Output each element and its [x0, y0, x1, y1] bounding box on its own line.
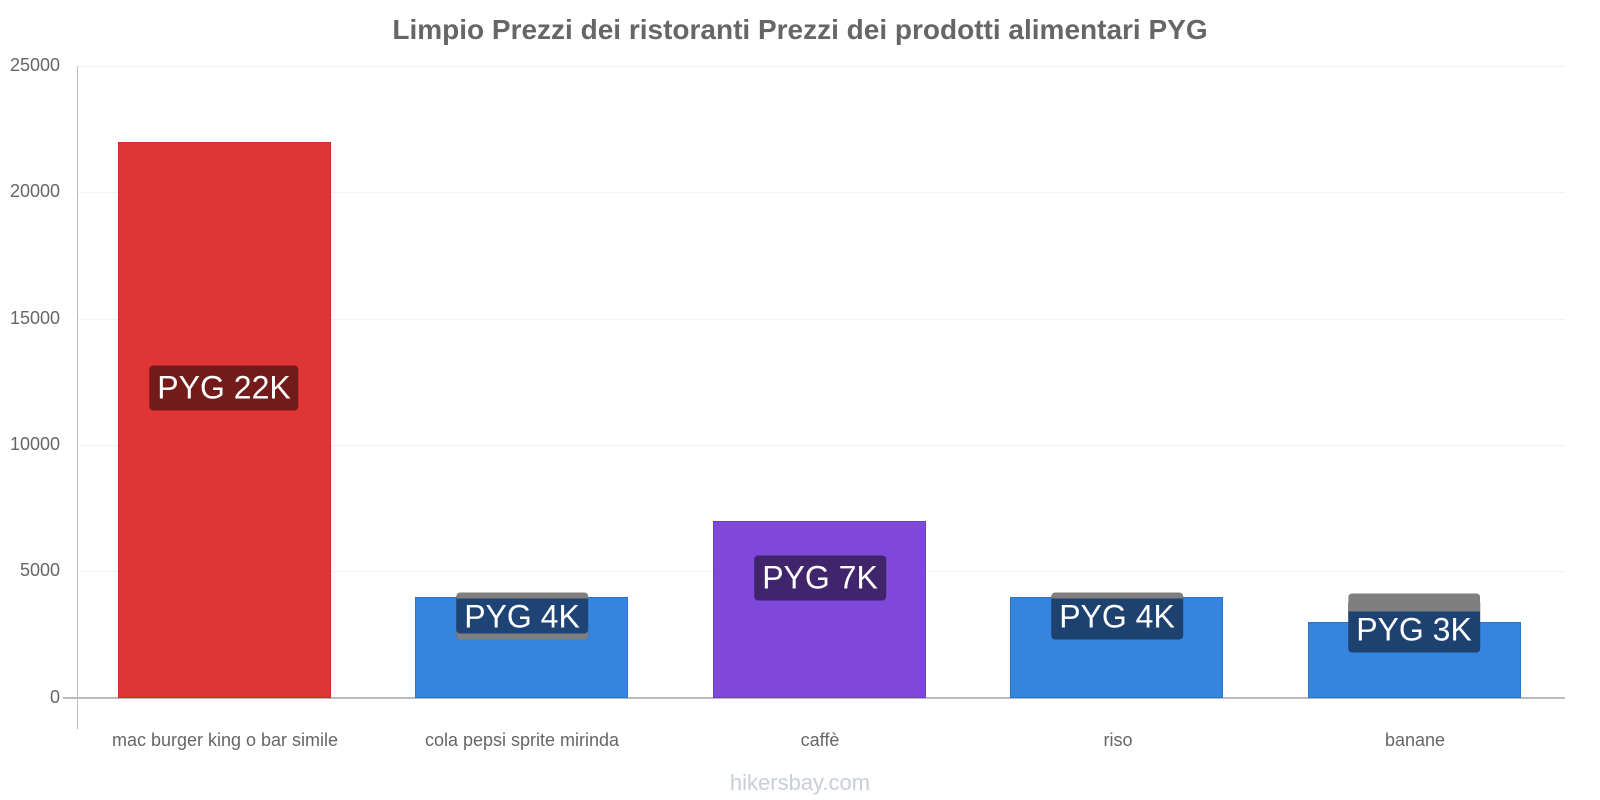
x-tick-label: riso: [1103, 730, 1133, 750]
data-label: PYG 3K: [1348, 593, 1480, 653]
y-tick-label: 20000: [9, 181, 60, 201]
x-tick-label: cola pepsi sprite mirinda: [424, 730, 620, 750]
x-tick-label: caffè: [800, 730, 840, 750]
y-tick-label: 0: [49, 687, 60, 707]
data-label: PYG 4K: [1051, 592, 1183, 640]
y-tick-label: 25000: [9, 55, 60, 75]
bar-mac-burger[interactable]: [118, 142, 331, 698]
y-axis: [77, 66, 78, 729]
x-tick-label: mac burger king o bar simile: [111, 730, 339, 750]
gridline-10000: [77, 445, 1565, 446]
y-tick-label: 15000: [9, 308, 60, 328]
data-label: PYG 7K: [754, 555, 886, 601]
data-label: PYG 4K: [456, 592, 588, 640]
watermark: hikersbay.com: [729, 770, 871, 795]
data-label: PYG 22K: [149, 365, 299, 411]
gridline-15000: [77, 319, 1565, 320]
chart-title: Limpio Prezzi dei ristoranti Prezzi dei …: [392, 14, 1208, 45]
y-tick-label: 10000: [9, 434, 60, 454]
x-axis: [63, 697, 1565, 699]
y-tick-label: 5000: [19, 560, 60, 580]
gridline-20000: [77, 192, 1565, 193]
bar-caffe[interactable]: [713, 521, 926, 698]
x-tick-label: banane: [1384, 730, 1446, 750]
gridline-25000: [77, 66, 1565, 67]
